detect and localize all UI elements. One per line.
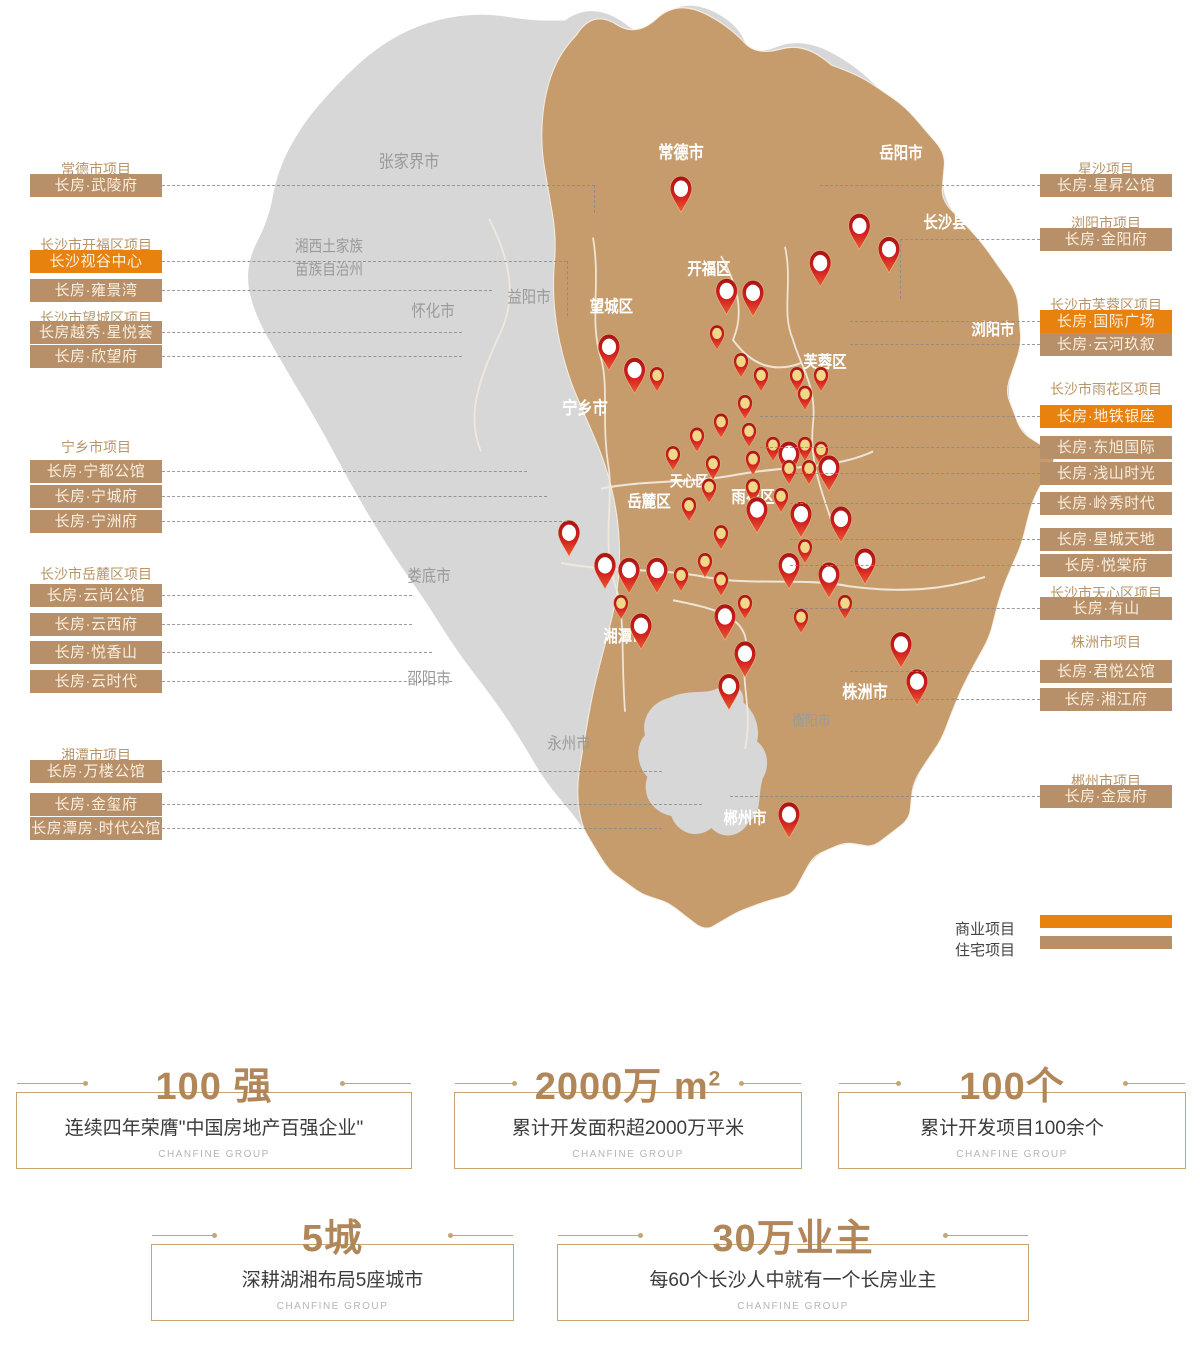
svg-text:湘西土家族: 湘西土家族 — [295, 238, 363, 256]
svg-text:常德市: 常德市 — [658, 142, 704, 162]
svg-text:宁乡市: 宁乡市 — [562, 398, 608, 418]
svg-text:长沙县: 长沙县 — [923, 212, 967, 232]
svg-text:衡阳市: 衡阳市 — [792, 712, 830, 729]
svg-text:益阳市: 益阳市 — [507, 288, 550, 307]
svg-text:岳麓区: 岳麓区 — [627, 491, 671, 511]
svg-text:怀化市: 怀化市 — [411, 302, 454, 321]
svg-text:娄底市: 娄底市 — [407, 567, 450, 586]
svg-text:岳阳市: 岳阳市 — [879, 142, 923, 162]
svg-text:永州市: 永州市 — [547, 734, 590, 753]
svg-text:张家界市: 张家界市 — [379, 153, 440, 172]
svg-text:望城区: 望城区 — [590, 296, 634, 316]
svg-text:郴州市: 郴州市 — [723, 807, 767, 827]
svg-text:邵阳市: 邵阳市 — [407, 669, 450, 688]
svg-text:苗族自治州: 苗族自治州 — [295, 261, 363, 279]
svg-text:开福区: 开福区 — [687, 259, 731, 279]
svg-text:浏阳市: 浏阳市 — [971, 319, 1015, 339]
